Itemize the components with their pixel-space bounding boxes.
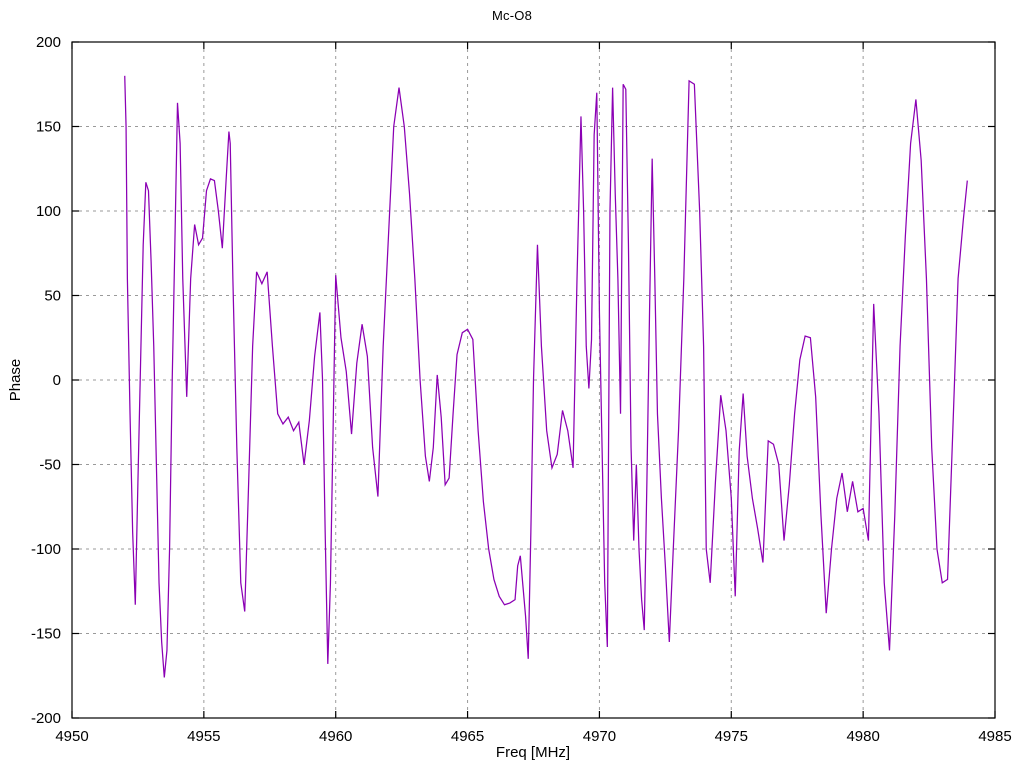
y-tick-label: -150 (31, 626, 61, 643)
x-tick-label: 4955 (187, 728, 220, 745)
data-series-phase (124, 75, 968, 678)
y-axis-title: Phase (7, 359, 24, 402)
plot-frame (71, 41, 996, 719)
x-axis-tick-labels: 4950 4955 4960 4965 4970 4975 4980 4985 (55, 728, 1011, 745)
y-tick-label: -50 (39, 457, 61, 474)
x-tick-label: 4950 (55, 728, 88, 745)
gridlines (72, 42, 995, 718)
x-tick-label: 4980 (846, 728, 879, 745)
y-tick-label: 50 (44, 288, 61, 305)
y-tick-label: -100 (31, 541, 61, 558)
x-tick-label: 4965 (451, 728, 484, 745)
x-tick-label: 4975 (715, 728, 748, 745)
y-axis-tick-labels: -200 -150 -100 -50 0 50 100 150 200 (31, 34, 61, 727)
y-tick-label: 150 (36, 119, 61, 136)
x-tick-label: 4985 (978, 728, 1011, 745)
x-tick-label: 4960 (319, 728, 352, 745)
chart-title: Mc-O8 (492, 8, 532, 23)
x-axis-title: Freq [MHz] (496, 744, 570, 761)
y-tick-label: 200 (36, 34, 61, 51)
y-tick-label: 100 (36, 203, 61, 220)
x-tick-label: 4970 (583, 728, 616, 745)
y-tick-label: -200 (31, 710, 61, 727)
y-tick-label: 0 (53, 372, 61, 389)
